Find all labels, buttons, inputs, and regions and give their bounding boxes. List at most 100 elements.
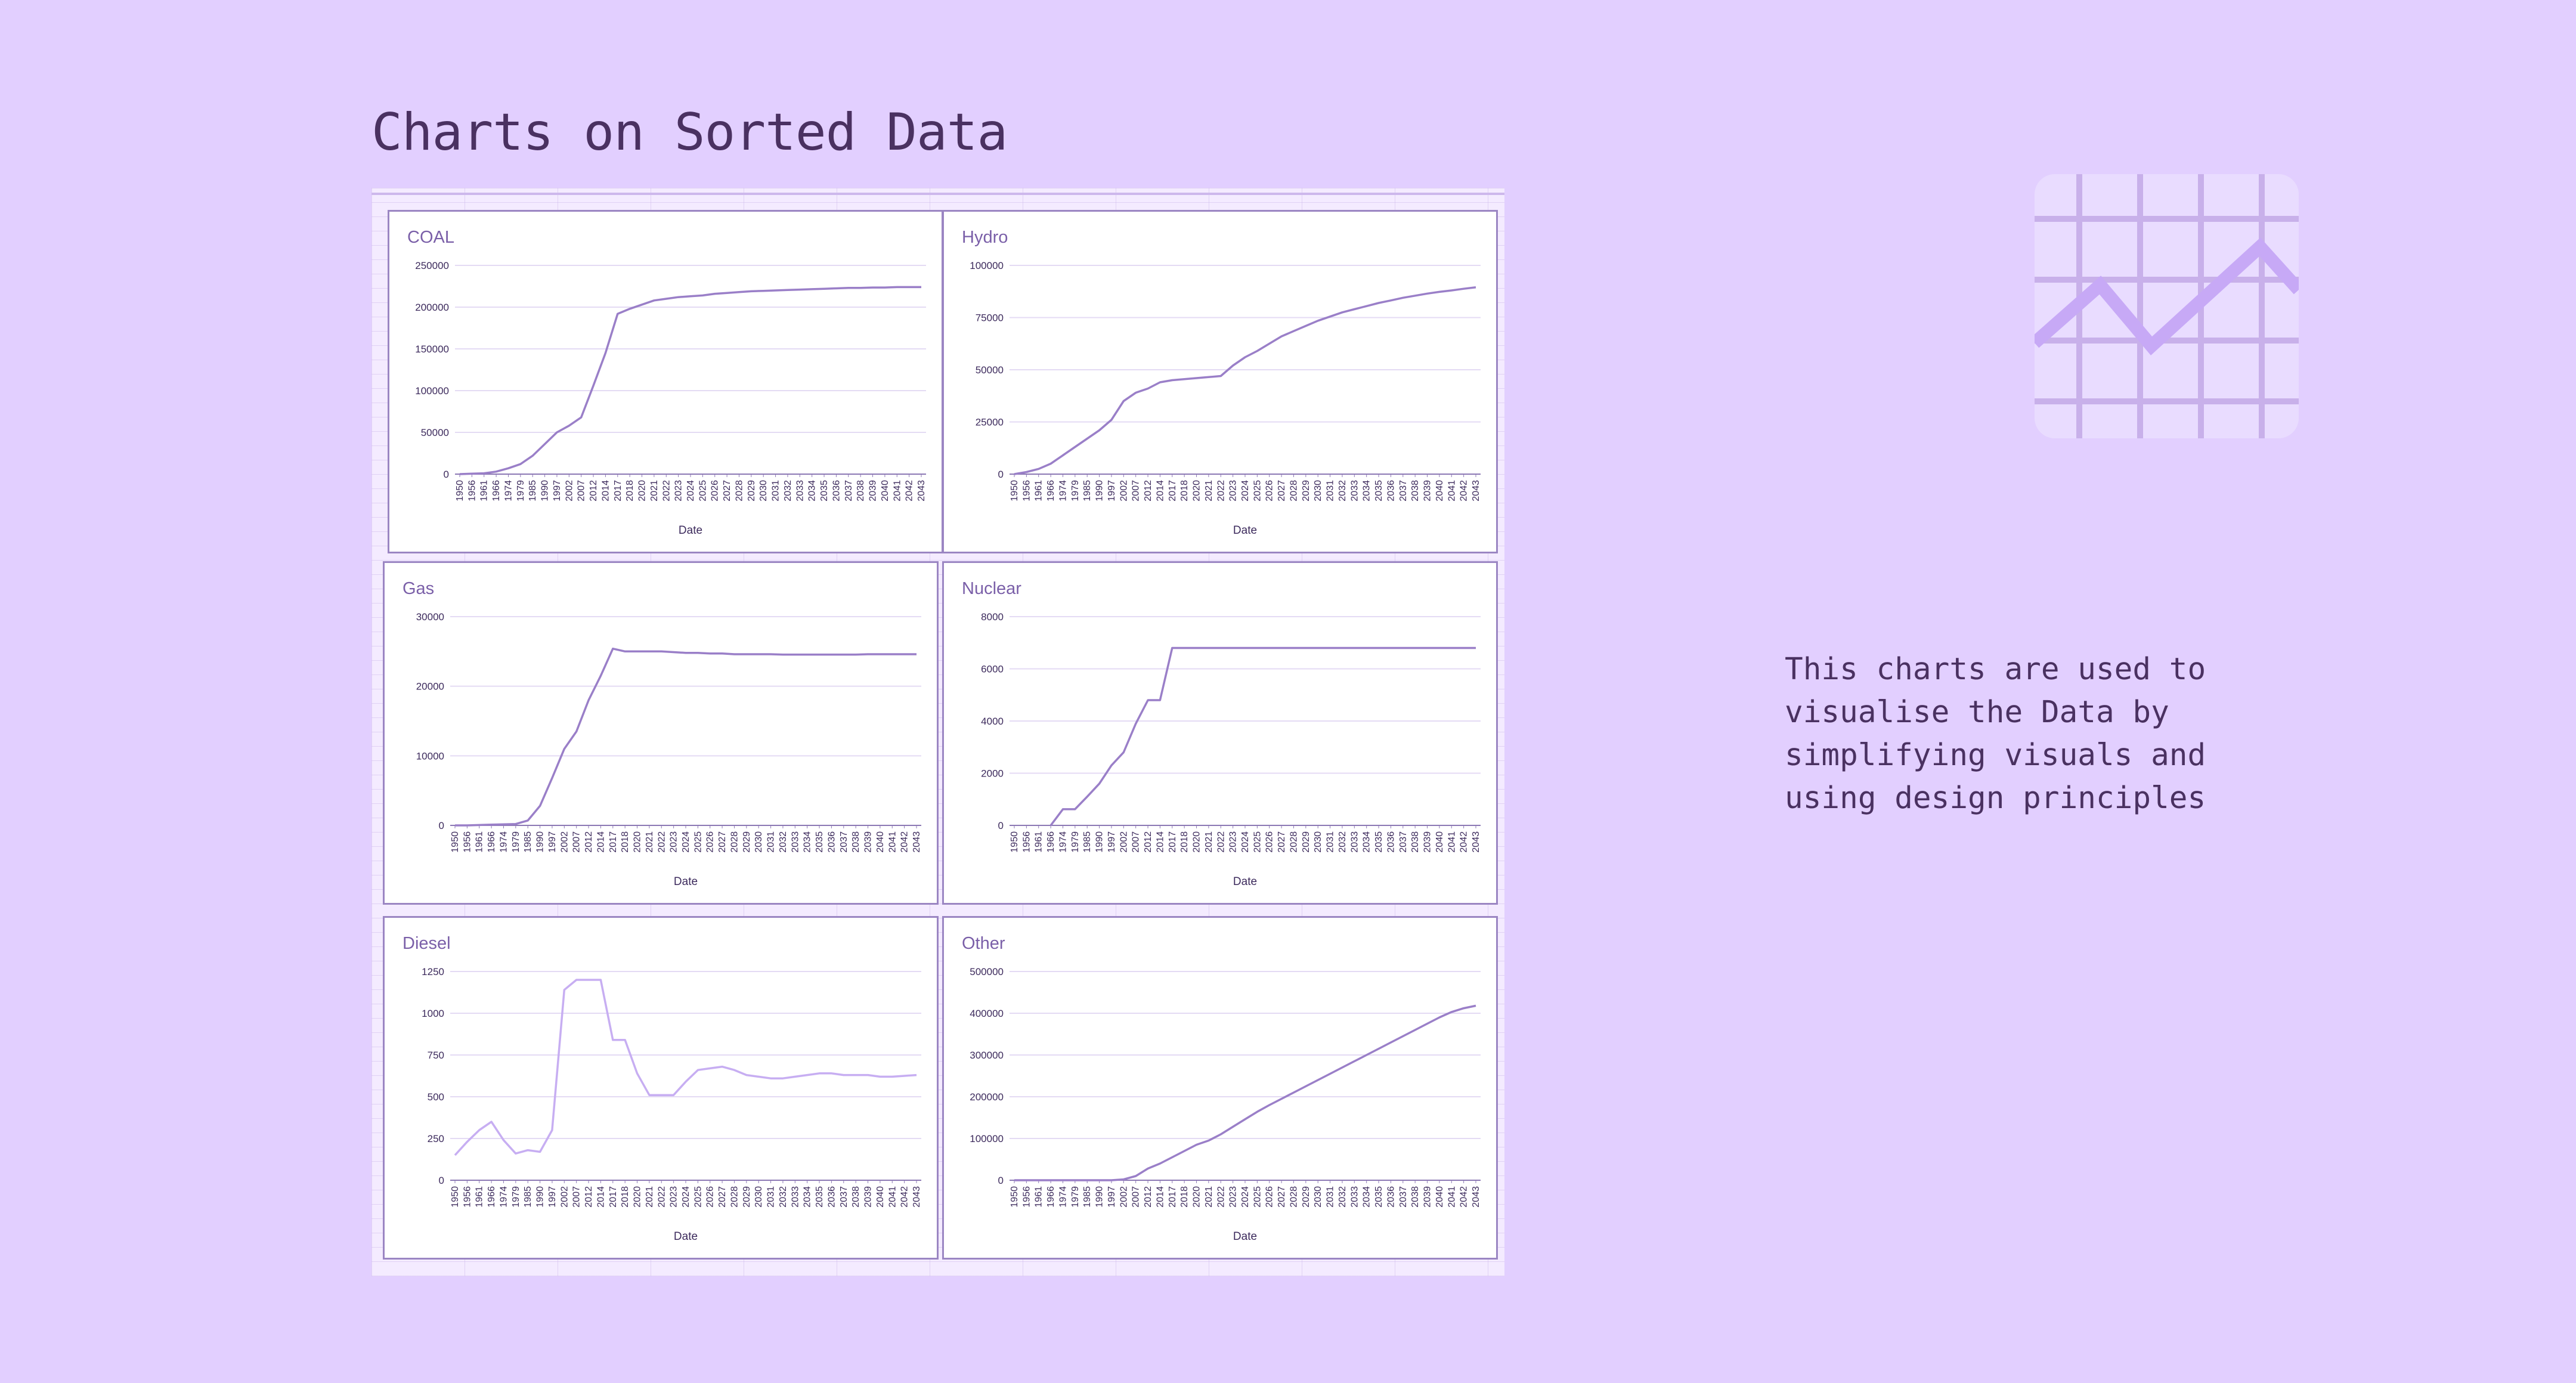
x-tick-label: 1966 bbox=[491, 480, 501, 502]
x-tick-label: 1990 bbox=[535, 831, 546, 853]
x-tick-label: 1974 bbox=[499, 1186, 509, 1208]
x-tick-label: 2042 bbox=[1459, 480, 1469, 502]
x-tick-label: 2020 bbox=[633, 1186, 643, 1208]
x-tick-label: 2029 bbox=[747, 480, 757, 502]
x-tick-label: 1974 bbox=[1058, 480, 1068, 502]
x-tick-label: 2017 bbox=[608, 831, 618, 853]
x-tick-label: 2031 bbox=[1326, 480, 1336, 502]
x-tick-label: 2026 bbox=[1265, 1186, 1275, 1208]
x-tick-label: 1961 bbox=[475, 1186, 485, 1208]
y-tick-label: 0 bbox=[998, 469, 1004, 480]
x-tick-label: 2043 bbox=[912, 831, 922, 853]
x-tick-label: 2017 bbox=[1168, 480, 1178, 502]
y-tick-label: 50000 bbox=[421, 427, 449, 438]
x-tick-label: 2020 bbox=[1192, 480, 1202, 502]
y-tick-label: 100000 bbox=[970, 260, 1004, 271]
x-tick-label: 2014 bbox=[1155, 831, 1165, 853]
x-tick-label: 1985 bbox=[1082, 831, 1092, 853]
x-tick-label: 2038 bbox=[1410, 831, 1420, 853]
x-tick-label: 1997 bbox=[1107, 1186, 1117, 1208]
x-tick-label: 2041 bbox=[1447, 1186, 1457, 1208]
x-tick-label: 2007 bbox=[1131, 480, 1141, 502]
x-tick-label: 2002 bbox=[1119, 480, 1129, 502]
x-axis-label: Date bbox=[1233, 524, 1257, 537]
description-text: This charts are used to visualise the Da… bbox=[1785, 652, 2206, 816]
y-tick-label: 500000 bbox=[970, 966, 1004, 977]
series-line bbox=[455, 647, 917, 827]
x-tick-label: 2035 bbox=[815, 1186, 825, 1208]
x-tick-label: 1961 bbox=[479, 480, 490, 502]
x-tick-label: 2007 bbox=[577, 480, 587, 502]
x-tick-label: 2025 bbox=[1252, 480, 1262, 502]
x-tick-label: 2032 bbox=[1337, 1186, 1348, 1208]
x-tick-label: 2034 bbox=[1362, 480, 1372, 502]
x-tick-label: 2027 bbox=[722, 480, 732, 502]
x-axis-label: Date bbox=[1233, 875, 1257, 888]
y-tick-label: 1000 bbox=[422, 1008, 444, 1019]
y-tick-label: 0 bbox=[439, 1175, 444, 1186]
x-tick-label: 2023 bbox=[1228, 831, 1239, 853]
x-tick-label: 2022 bbox=[661, 480, 671, 502]
y-tick-label: 300000 bbox=[970, 1050, 1004, 1061]
x-tick-label: 1956 bbox=[1021, 831, 1032, 853]
x-tick-label: 1990 bbox=[535, 1186, 546, 1208]
x-tick-label: 2007 bbox=[572, 1186, 582, 1208]
x-tick-label: 2021 bbox=[1204, 831, 1214, 853]
x-tick-label: 2002 bbox=[564, 480, 574, 502]
x-tick-label: 2033 bbox=[1349, 1186, 1360, 1208]
x-tick-label: 2012 bbox=[1143, 1186, 1153, 1208]
x-tick-label: 2036 bbox=[1386, 831, 1396, 853]
y-tick-label: 1250 bbox=[422, 966, 444, 977]
x-tick-label: 2040 bbox=[875, 831, 886, 853]
y-tick-label: 150000 bbox=[415, 344, 449, 355]
x-tick-label: 1985 bbox=[1082, 1186, 1092, 1208]
y-tick-label: 25000 bbox=[976, 417, 1004, 428]
x-tick-label: 2012 bbox=[1143, 831, 1153, 853]
x-tick-label: 2028 bbox=[729, 1186, 739, 1208]
x-tick-label: 2022 bbox=[657, 831, 667, 853]
x-tick-label: 2007 bbox=[572, 831, 582, 853]
y-tick-label: 200000 bbox=[415, 302, 449, 313]
x-tick-label: 2028 bbox=[1289, 831, 1299, 853]
x-tick-label: 2035 bbox=[819, 480, 829, 502]
x-tick-label: 2043 bbox=[1471, 480, 1481, 502]
chart-sheet: COAL 0 50000 100000 150000 200000 250000 1950 19… bbox=[371, 188, 1504, 1276]
x-tick-label: 2030 bbox=[1313, 831, 1323, 853]
y-tick-label: 0 bbox=[998, 1175, 1004, 1186]
x-tick-label: 2002 bbox=[1119, 1186, 1129, 1208]
x-tick-label: 2018 bbox=[620, 1186, 630, 1208]
x-tick-label: 2042 bbox=[1459, 831, 1469, 853]
x-tick-label: 2040 bbox=[1435, 831, 1445, 853]
y-tick-label: 30000 bbox=[416, 611, 444, 623]
x-tick-label: 2002 bbox=[559, 831, 569, 853]
chart-panel-nuclear: Nuclear 0 2000 4000 6000 8000 1950 1956 1961 1966… bbox=[942, 561, 1498, 905]
x-tick-label: 2017 bbox=[608, 1186, 618, 1208]
x-tick-label: 2042 bbox=[905, 480, 915, 502]
x-tick-label: 2021 bbox=[1204, 1186, 1214, 1208]
series-line bbox=[459, 286, 921, 475]
x-tick-label: 2030 bbox=[758, 480, 769, 502]
y-tick-label: 10000 bbox=[416, 750, 444, 762]
y-tick-label: 0 bbox=[439, 820, 444, 831]
x-tick-label: 1990 bbox=[1095, 831, 1105, 853]
x-tick-label: 1979 bbox=[1070, 831, 1080, 853]
x-tick-label: 1966 bbox=[1046, 480, 1056, 502]
x-tick-label: 2031 bbox=[771, 480, 781, 502]
x-tick-label: 1979 bbox=[1070, 1186, 1080, 1208]
x-tick-label: 2025 bbox=[1252, 1186, 1262, 1208]
x-tick-label: 2024 bbox=[1240, 1186, 1250, 1208]
y-tick-label: 200000 bbox=[970, 1091, 1004, 1103]
line-chart-icon bbox=[2035, 174, 2299, 438]
x-tick-label: 2042 bbox=[900, 1186, 910, 1208]
x-tick-label: 2031 bbox=[766, 831, 776, 853]
x-axis-label: Date bbox=[1233, 1230, 1257, 1243]
x-tick-label: 2027 bbox=[717, 1186, 727, 1208]
x-tick-label: 2030 bbox=[1313, 480, 1323, 502]
x-tick-label: 1990 bbox=[1095, 480, 1105, 502]
x-tick-label: 2024 bbox=[686, 480, 696, 502]
chart-panel-hydro: Hydro 0 25000 50000 75000 100000 1950 1956 1961 1… bbox=[942, 210, 1498, 553]
x-tick-label: 2043 bbox=[917, 480, 927, 502]
x-tick-label: 2024 bbox=[1240, 480, 1250, 502]
x-tick-label: 2030 bbox=[1313, 1186, 1323, 1208]
x-tick-label: 2024 bbox=[681, 1186, 691, 1208]
